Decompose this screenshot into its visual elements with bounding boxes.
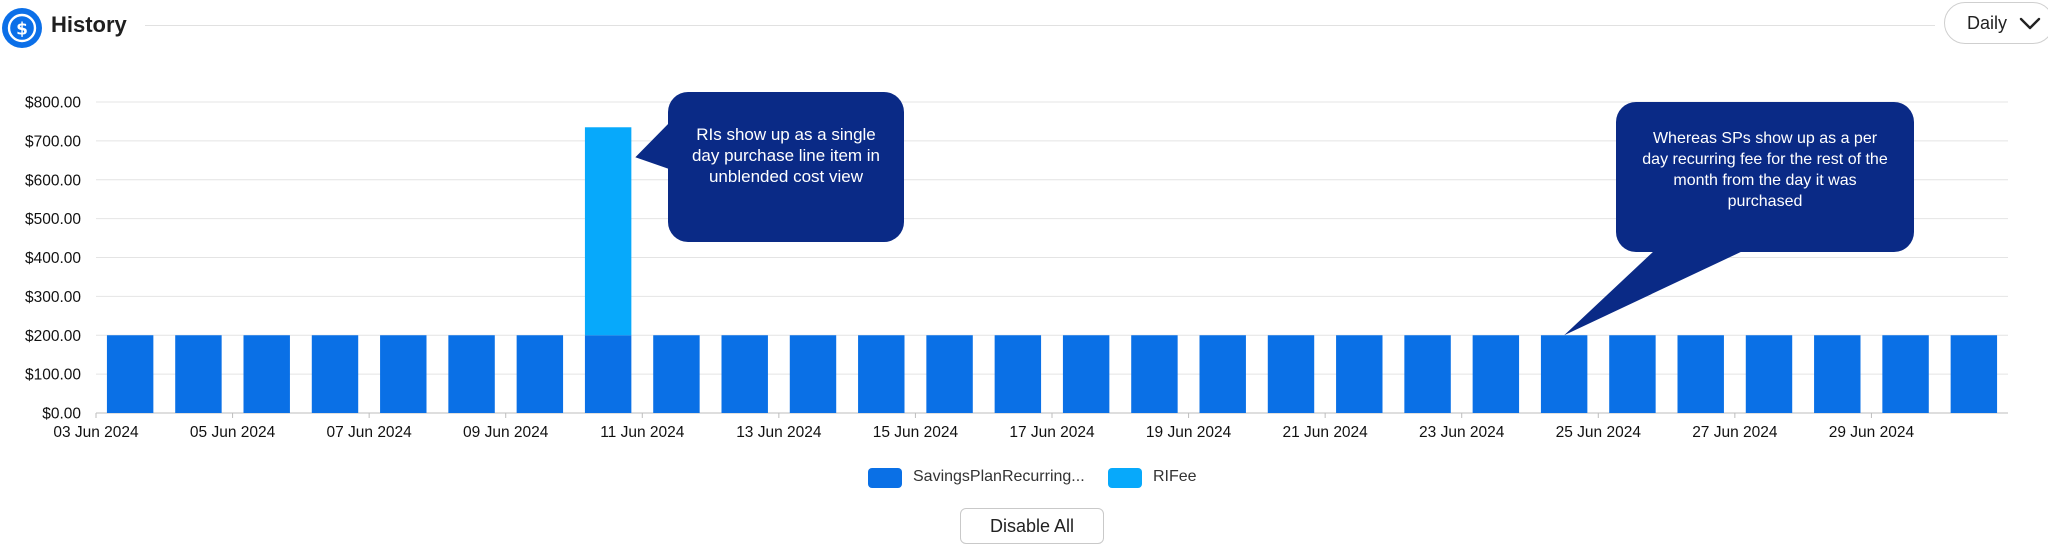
legend-swatch-savings-plan <box>868 468 902 488</box>
bar-savings-plan[interactable] <box>1336 335 1383 413</box>
x-tick-label: 09 Jun 2024 <box>463 424 549 441</box>
bar-savings-plan[interactable] <box>584 335 632 413</box>
bars <box>106 127 1998 413</box>
bar-savings-plan[interactable] <box>1267 335 1315 413</box>
x-tick-label: 17 Jun 2024 <box>1009 424 1095 441</box>
y-tick-label: $100.00 <box>25 367 81 384</box>
bar-ri-fee[interactable] <box>584 127 632 336</box>
header: $ History Daily <box>0 0 2048 52</box>
bar-savings-plan[interactable] <box>1199 335 1246 413</box>
x-tick-label: 15 Jun 2024 <box>873 424 959 441</box>
legend-swatch-ri-fee <box>1108 468 1142 488</box>
bar-savings-plan[interactable] <box>1609 335 1656 413</box>
x-tick-label: 03 Jun 2024 <box>53 424 139 441</box>
history-chart: $0.00 $100.00 $200.00 $300.00 $400.00 $500.00… <box>25 95 2008 441</box>
y-tick-label: $300.00 <box>25 289 81 306</box>
sp-annotation: Whereas SPs show up as a per day recurri… <box>1616 102 1914 252</box>
sp-annotation-pointer <box>1564 250 1745 336</box>
x-tick-label: 25 Jun 2024 <box>1556 424 1642 441</box>
chart-legend: SavingsPlanRecurring... RIFee <box>0 466 2048 492</box>
bar-savings-plan[interactable] <box>1677 335 1724 413</box>
bar-savings-plan[interactable] <box>653 335 700 413</box>
period-dropdown-label: Daily <box>1967 13 2008 33</box>
x-tick-label: 11 Jun 2024 <box>600 424 685 441</box>
x-tick-label: 19 Jun 2024 <box>1146 424 1232 441</box>
bar-savings-plan[interactable] <box>1540 335 1588 413</box>
bar-savings-plan[interactable] <box>380 335 427 413</box>
bar-savings-plan[interactable] <box>448 335 495 413</box>
legend-item-ri-fee[interactable]: RIFee <box>1108 466 1218 490</box>
bar-savings-plan[interactable] <box>243 335 290 413</box>
period-dropdown[interactable]: Daily <box>1944 2 2048 44</box>
bar-savings-plan[interactable] <box>1745 335 1793 413</box>
y-tick-label: $0.00 <box>42 406 81 423</box>
bar-savings-plan[interactable] <box>994 335 1042 413</box>
y-tick-label: $700.00 <box>25 133 81 150</box>
bar-savings-plan[interactable] <box>1814 335 1861 413</box>
x-axis-ticks: 03 Jun 2024 05 Jun 2024 07 Jun 2024 09 Jun … <box>53 413 1914 441</box>
bar-savings-plan[interactable] <box>1882 335 1929 413</box>
svg-text:$: $ <box>16 20 28 40</box>
ri-annotation-pointer <box>635 120 672 170</box>
bar-savings-plan[interactable] <box>721 335 768 413</box>
y-tick-label: $500.00 <box>25 211 81 228</box>
header-divider <box>145 25 1935 26</box>
x-tick-label: 27 Jun 2024 <box>1692 424 1778 441</box>
x-tick-label: 23 Jun 2024 <box>1419 424 1505 441</box>
dollar-icon: $ <box>2 8 42 48</box>
bar-savings-plan[interactable] <box>175 335 222 413</box>
bar-savings-plan[interactable] <box>106 335 154 413</box>
bar-savings-plan[interactable] <box>311 335 359 413</box>
legend-label-ri-fee: RIFee <box>1153 468 1197 485</box>
bar-savings-plan[interactable] <box>1062 335 1110 413</box>
page-title: History <box>51 12 127 37</box>
y-tick-label: $600.00 <box>25 172 81 189</box>
ri-annotation: RIs show up as a single day purchase lin… <box>668 92 904 242</box>
y-tick-label: $400.00 <box>25 250 81 267</box>
legend-label-savings-plan: SavingsPlanRecurring... <box>913 468 1085 485</box>
bar-savings-plan[interactable] <box>789 335 837 413</box>
bar-savings-plan[interactable] <box>1404 335 1451 413</box>
y-tick-label: $200.00 <box>25 328 81 345</box>
x-tick-label: 07 Jun 2024 <box>326 424 412 441</box>
bar-savings-plan[interactable] <box>926 335 973 413</box>
x-tick-label: 21 Jun 2024 <box>1282 424 1368 441</box>
x-tick-label: 13 Jun 2024 <box>736 424 822 441</box>
disable-all-button[interactable]: Disable All <box>960 508 1104 544</box>
bar-savings-plan[interactable] <box>858 335 905 413</box>
bar-savings-plan[interactable] <box>1131 335 1178 413</box>
bar-savings-plan[interactable] <box>1950 335 1998 413</box>
x-tick-label: 29 Jun 2024 <box>1829 424 1915 441</box>
y-tick-label: $800.00 <box>25 95 81 112</box>
x-tick-label: 05 Jun 2024 <box>190 424 276 441</box>
bar-savings-plan[interactable] <box>1472 335 1520 413</box>
y-axis-ticks: $0.00 $100.00 $200.00 $300.00 $400.00 $500.00… <box>25 95 81 423</box>
legend-item-savings-plan[interactable]: SavingsPlanRecurring... <box>868 466 1128 490</box>
annotation-pointers <box>635 120 1745 336</box>
bar-savings-plan[interactable] <box>516 335 564 413</box>
chevron-down-icon <box>2019 17 2041 30</box>
